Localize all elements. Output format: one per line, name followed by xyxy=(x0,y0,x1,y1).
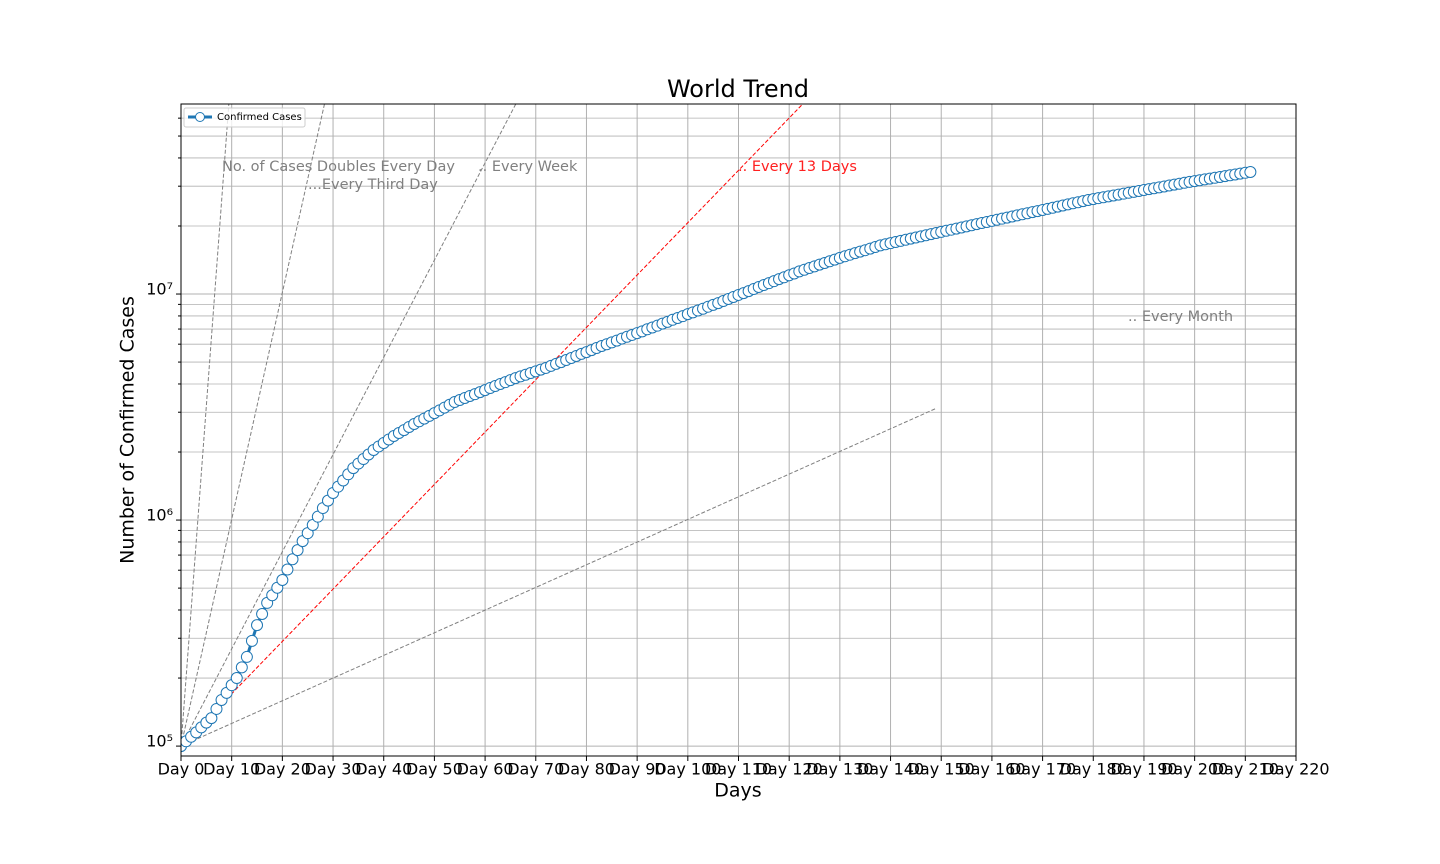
x-tick-label: Day 170 xyxy=(1009,760,1076,779)
x-tick-label: Day 20 xyxy=(254,760,311,779)
x-tick-label: Day 10 xyxy=(203,760,260,779)
annotation: ...Every Third Day xyxy=(308,177,438,193)
data-point xyxy=(291,544,304,557)
x-tick-label: Day 180 xyxy=(1060,760,1127,779)
x-tick-label: Day 60 xyxy=(457,760,514,779)
y-tick-label: 10⁷ xyxy=(146,280,173,299)
legend: Confirmed Cases xyxy=(183,107,306,128)
x-tick-label: Day 100 xyxy=(654,760,721,779)
annotation: .. Every 13 Days xyxy=(738,159,857,175)
y-tick-label: 10⁵ xyxy=(146,732,173,751)
y-tick-label: 10⁶ xyxy=(146,506,173,525)
data-point xyxy=(210,702,223,715)
legend-marker xyxy=(195,112,205,122)
reference-line xyxy=(181,104,804,747)
x-tick-label: Day 210 xyxy=(1212,760,1279,779)
data-point xyxy=(251,619,264,632)
x-tick-label: Day 0 xyxy=(158,760,205,779)
x-tick-label: Day 110 xyxy=(705,760,772,779)
data-point xyxy=(245,634,258,647)
data-point xyxy=(235,661,248,674)
reference-line xyxy=(181,104,325,747)
data-point xyxy=(286,553,299,566)
x-tick-label: Day 80 xyxy=(558,760,615,779)
data-point xyxy=(1244,165,1257,178)
y-axis-title: Number of Confirmed Cases xyxy=(117,296,139,564)
data-point xyxy=(230,672,243,685)
x-tick-label: Day 150 xyxy=(908,760,975,779)
x-tick-label: Day 190 xyxy=(1110,760,1177,779)
annotations: No. of Cases Doubles Every Day ...Every T… xyxy=(222,159,1233,325)
legend-label: Confirmed Cases xyxy=(217,112,302,123)
x-axis-title: Days xyxy=(714,780,761,802)
legend-box xyxy=(183,107,306,128)
data-point xyxy=(281,563,294,576)
x-tick-label: Day 30 xyxy=(305,760,362,779)
annotation: No. of Cases Doubles Every Day xyxy=(222,159,455,175)
reference-line xyxy=(181,104,517,747)
x-tick-label: Day 40 xyxy=(355,760,412,779)
chart-title: World Trend xyxy=(667,75,809,103)
annotation: .. Every Week xyxy=(478,159,578,175)
x-tick-label: Day 220 xyxy=(1262,760,1329,779)
data-point xyxy=(256,608,269,621)
reference-lines xyxy=(181,104,937,747)
x-tick-label: Day 160 xyxy=(958,760,1025,779)
x-tick-label: Day 50 xyxy=(406,760,463,779)
annotation: .. Every Month xyxy=(1128,309,1233,325)
x-tick-label: Day 130 xyxy=(806,760,873,779)
x-tick-label: Day 90 xyxy=(609,760,666,779)
x-tick-label: Day 70 xyxy=(507,760,564,779)
data-point xyxy=(240,650,253,663)
series-layer xyxy=(181,165,1257,753)
x-tick-label: Day 200 xyxy=(1161,760,1228,779)
data-point xyxy=(276,574,289,587)
x-tick-label: Day 120 xyxy=(756,760,823,779)
x-tick-label: Day 140 xyxy=(857,760,924,779)
data-point xyxy=(205,712,218,725)
